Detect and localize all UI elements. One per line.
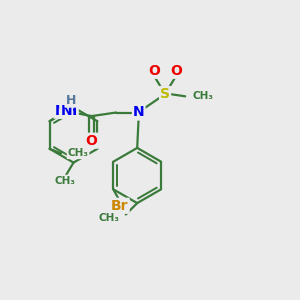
Text: CH₃: CH₃ [193, 91, 214, 101]
Text: O: O [86, 134, 98, 148]
Text: H: H [65, 94, 76, 107]
Text: CH₃: CH₃ [99, 213, 120, 223]
Text: O: O [171, 64, 182, 78]
Text: CH₃: CH₃ [54, 176, 75, 186]
Text: Br: Br [111, 199, 129, 213]
Text: N: N [133, 106, 145, 119]
Text: CH₃: CH₃ [68, 148, 88, 158]
Text: NH: NH [55, 104, 78, 118]
Text: O: O [148, 64, 160, 78]
Text: S: S [160, 87, 170, 101]
Text: N: N [60, 104, 72, 118]
